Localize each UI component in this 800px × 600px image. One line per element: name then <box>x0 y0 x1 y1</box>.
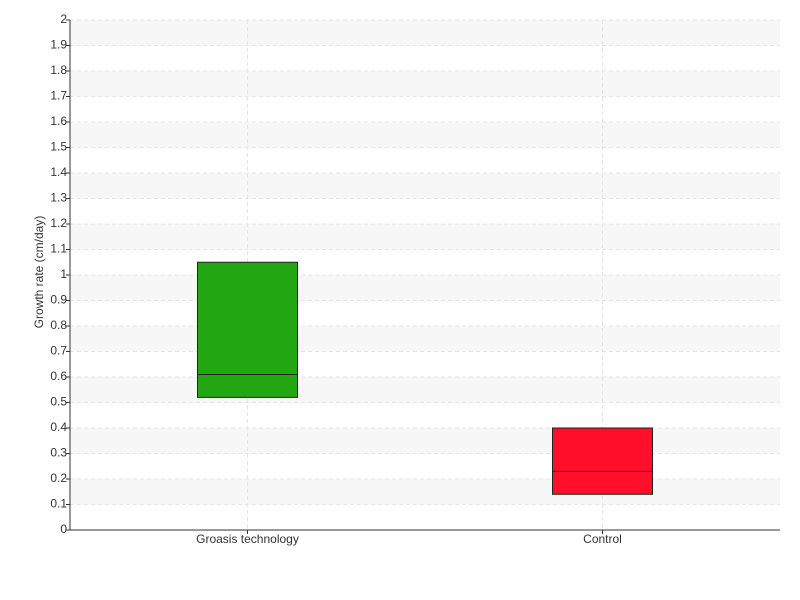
box <box>197 261 298 398</box>
y-tick-label: 1.3 <box>50 191 67 205</box>
grid-band <box>70 326 780 352</box>
y-tick-label: 0.5 <box>50 395 67 409</box>
y-tick-label: 1.4 <box>50 165 67 179</box>
x-tick-label: Control <box>583 532 622 546</box>
y-tick-label: 1.2 <box>50 216 67 230</box>
y-tick-label: 2 <box>60 12 67 26</box>
y-tick-label: 0.2 <box>50 471 67 485</box>
grid-band <box>70 173 780 199</box>
y-tick-label: 0.6 <box>50 369 67 383</box>
y-tick-label: 0 <box>60 522 67 536</box>
y-axis-label: Growth rate (cm/day) <box>32 216 46 329</box>
y-tick-label: 0.1 <box>50 497 67 511</box>
y-tick-label: 1.9 <box>50 38 67 52</box>
grid-band <box>70 275 780 301</box>
grid-band <box>70 377 780 403</box>
box <box>552 427 653 495</box>
x-tick-label: Groasis technology <box>196 532 299 546</box>
y-tick-label: 0.9 <box>50 293 67 307</box>
grid-band <box>70 428 780 454</box>
y-tick-label: 0.4 <box>50 420 67 434</box>
y-tick-label: 0.8 <box>50 318 67 332</box>
grid-band <box>70 224 780 250</box>
y-tick-label: 1 <box>60 267 67 281</box>
y-tick-label: 0.7 <box>50 344 67 358</box>
grid-band <box>70 71 780 97</box>
y-tick-label: 0.3 <box>50 446 67 460</box>
y-tick-label: 1.7 <box>50 89 67 103</box>
grid-band <box>70 479 780 505</box>
y-tick-label: 1.1 <box>50 242 67 256</box>
grid-band <box>70 122 780 148</box>
y-tick-label: 1.5 <box>50 140 67 154</box>
grid-band <box>70 20 780 46</box>
y-tick-label: 1.8 <box>50 63 67 77</box>
y-tick-label: 1.6 <box>50 114 67 128</box>
